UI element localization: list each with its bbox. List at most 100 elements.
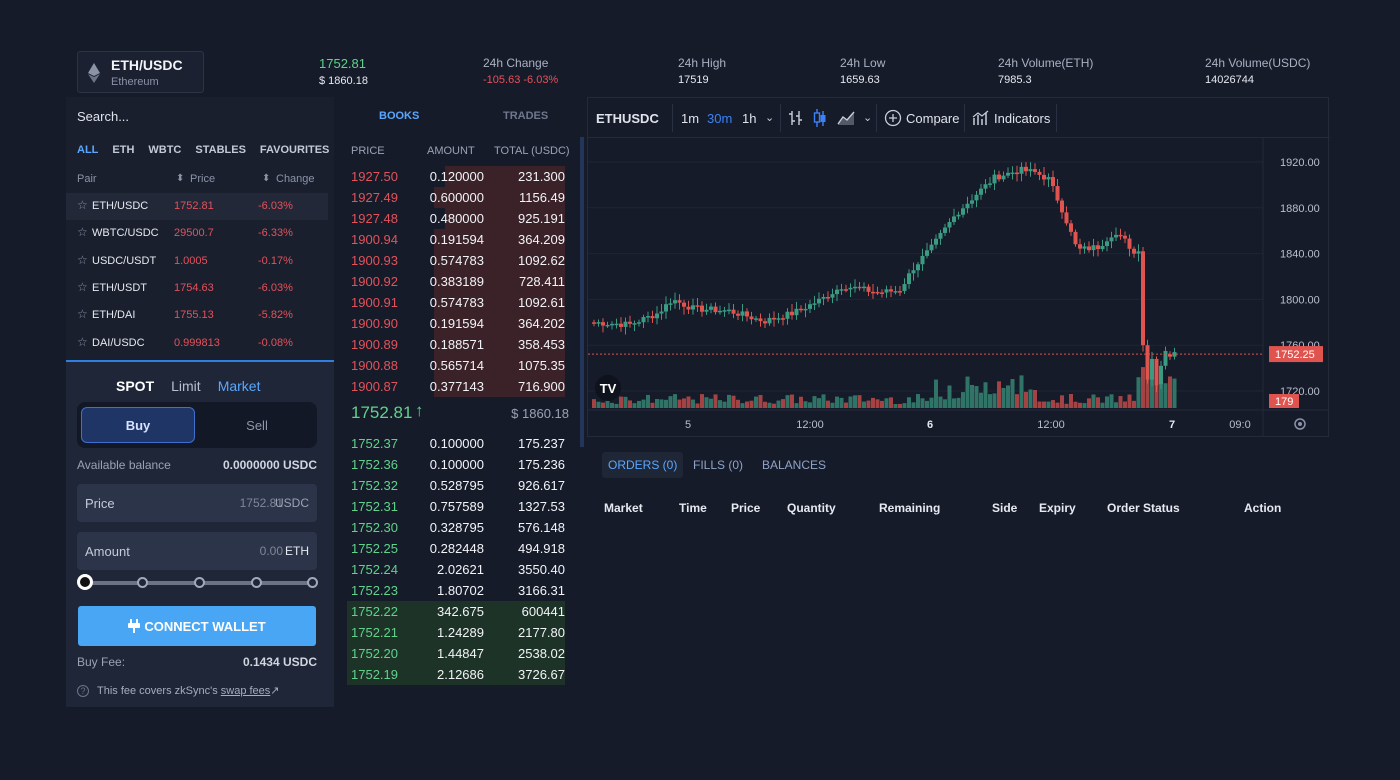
- slider-step-100[interactable]: [307, 577, 318, 588]
- settings-icon[interactable]: [1294, 418, 1306, 430]
- chevron-down-icon[interactable]: ⌄: [863, 112, 873, 124]
- candle-body: [1136, 251, 1141, 254]
- book-amount: 2.02621: [437, 562, 484, 577]
- indicators-icon[interactable]: [972, 109, 990, 127]
- tab-wbtc[interactable]: WBTC: [148, 144, 182, 156]
- bid-row[interactable]: 1752.24 2.02621 3550.40: [347, 559, 565, 580]
- sort-icon[interactable]: ⬍: [262, 173, 271, 184]
- header-change[interactable]: Change: [276, 173, 315, 185]
- tab-market[interactable]: Market: [217, 378, 261, 394]
- amount-field-label: Amount: [85, 544, 130, 559]
- plus-circle-icon[interactable]: [884, 109, 902, 127]
- bid-row[interactable]: 1752.21 1.24289 2177.80: [347, 622, 565, 643]
- sell-button[interactable]: Sell: [246, 417, 268, 433]
- market-search-input[interactable]: Search...: [77, 109, 130, 124]
- tab-orders[interactable]: ORDERS (0): [602, 452, 684, 478]
- slider-step-25[interactable]: [137, 577, 148, 588]
- market-row[interactable]: ☆ WBTC/USDC 29500.7 -6.33%: [66, 220, 328, 247]
- bar-chart-icon[interactable]: [788, 109, 804, 127]
- slider-step-50[interactable]: [194, 577, 205, 588]
- ask-row[interactable]: 1900.91 0.574783 1092.61: [347, 292, 565, 313]
- swap-fees-link[interactable]: swap fees: [220, 685, 271, 697]
- buy-button[interactable]: Buy: [81, 407, 195, 443]
- star-icon[interactable]: ☆: [77, 198, 88, 212]
- candle-body: [1114, 234, 1118, 238]
- tab-fills[interactable]: FILLS (0): [693, 458, 744, 472]
- book-scrollbar[interactable]: [580, 137, 584, 447]
- tab-favourites[interactable]: FAVOURITES: [259, 144, 330, 156]
- bid-row[interactable]: 1752.23 1.80702 3166.31: [347, 580, 565, 601]
- bid-row[interactable]: 1752.19 2.12686 3726.67: [347, 664, 565, 685]
- sort-icon[interactable]: ⬍: [176, 173, 185, 184]
- candle-body: [880, 292, 884, 294]
- ask-row[interactable]: 1900.89 0.188571 358.453: [347, 334, 565, 355]
- slider-handle[interactable]: [77, 574, 93, 590]
- star-icon[interactable]: ☆: [77, 225, 88, 240]
- tab-limit[interactable]: Limit: [171, 378, 201, 394]
- price-field[interactable]: Price 1752.81 USDC: [77, 484, 317, 522]
- bid-row[interactable]: 1752.20 1.44847 2538.02: [347, 643, 565, 664]
- candlestick-icon[interactable]: [813, 108, 827, 128]
- volume-bar: [1051, 400, 1055, 408]
- market-row[interactable]: ☆ ETH/USDC 1752.81 -6.03%: [66, 193, 328, 220]
- star-icon[interactable]: ☆: [77, 252, 88, 267]
- ask-row[interactable]: 1927.50 0.120000 231.300: [347, 166, 565, 187]
- tab-stables[interactable]: STABLES: [195, 144, 246, 156]
- ask-row[interactable]: 1900.94 0.191594 364.209: [347, 229, 565, 250]
- ask-row[interactable]: 1900.93 0.574783 1092.62: [347, 250, 565, 271]
- tab-eth[interactable]: ETH: [112, 144, 135, 156]
- market-row[interactable]: ☆ ETH/USDT 1754.63 -6.03%: [66, 275, 328, 302]
- x-tick-label: 12:00: [796, 419, 824, 431]
- amount-slider[interactable]: [77, 574, 318, 590]
- bid-row[interactable]: 1752.32 0.528795 926.617: [347, 475, 565, 496]
- timeframe-1h[interactable]: 1h: [742, 111, 757, 126]
- ask-row[interactable]: 1927.48 0.480000 925.191: [347, 208, 565, 229]
- volume-bar: [898, 403, 902, 408]
- bid-row[interactable]: 1752.25 0.282448 494.918: [347, 538, 565, 559]
- help-icon[interactable]: ?: [77, 685, 89, 697]
- timeframe-30m[interactable]: 30m: [707, 111, 733, 126]
- ask-row[interactable]: 1900.88 0.565714 1075.35: [347, 355, 565, 376]
- timeframe-1m[interactable]: 1m: [681, 111, 700, 126]
- book-amount: 0.188571: [429, 337, 484, 352]
- connect-wallet-button[interactable]: CONNECT WALLET: [78, 606, 316, 646]
- bid-row[interactable]: 1752.36 0.100000 175.236: [347, 454, 565, 475]
- volume-bar: [884, 398, 889, 408]
- candlestick-chart[interactable]: 1920.001880.001840.001800.001760.001720.…: [588, 138, 1328, 436]
- tab-books[interactable]: BOOKS: [379, 110, 420, 122]
- compare-button[interactable]: Compare: [906, 111, 960, 126]
- chart-symbol[interactable]: ETHUSDC: [596, 111, 659, 126]
- slider-step-75[interactable]: [251, 577, 262, 588]
- amount-field[interactable]: Amount 0.00 ETH: [77, 532, 317, 570]
- volume-bar: [727, 394, 731, 408]
- amount-field-value[interactable]: 0.00: [259, 544, 283, 558]
- market-row[interactable]: ☆ USDC/USDT 1.0005 -0.17%: [66, 248, 328, 275]
- bid-row[interactable]: 1752.31 0.757589 1327.53: [347, 496, 565, 517]
- order-book: BOOKS TRADES PRICE AMOUNT TOTAL (USDC) 1…: [335, 97, 585, 688]
- ask-row[interactable]: 1900.90 0.191594 364.202: [347, 313, 565, 334]
- ask-row[interactable]: 1900.92 0.383189 728.411: [347, 271, 565, 292]
- ask-row[interactable]: 1900.87 0.377143 716.900: [347, 376, 565, 397]
- volume-bar: [601, 402, 605, 408]
- market-row[interactable]: ☆ ETH/DAI 1755.13 -5.82%: [66, 302, 328, 329]
- book-price: 1752.32: [351, 478, 398, 493]
- star-icon[interactable]: ☆: [77, 334, 88, 349]
- bid-row[interactable]: 1752.30 0.328795 576.148: [347, 517, 565, 538]
- header-price[interactable]: Price: [190, 173, 216, 185]
- pair-selector[interactable]: ETH/USDC Ethereum: [77, 51, 204, 93]
- price-field-value[interactable]: 1752.81: [239, 496, 283, 510]
- star-icon[interactable]: ☆: [77, 307, 88, 322]
- bid-row[interactable]: 1752.37 0.100000 175.237: [347, 433, 565, 454]
- chevron-down-icon[interactable]: ⌄: [765, 112, 775, 124]
- area-chart-icon[interactable]: [837, 110, 855, 126]
- tab-balances[interactable]: BALANCES: [762, 458, 827, 472]
- market-row[interactable]: ☆ DAI/USDC 0.999813 -0.08%: [66, 330, 328, 357]
- ask-row[interactable]: 1927.49 0.600000 1156.49: [347, 187, 565, 208]
- star-icon[interactable]: ☆: [77, 279, 88, 294]
- header-pair[interactable]: Pair: [77, 173, 97, 185]
- bid-row[interactable]: 1752.22 342.675 600441: [347, 601, 565, 622]
- indicators-button[interactable]: Indicators: [994, 111, 1051, 126]
- depth-bar: [434, 376, 565, 397]
- tab-trades[interactable]: TRADES: [503, 110, 549, 122]
- tab-all[interactable]: ALL: [77, 144, 99, 156]
